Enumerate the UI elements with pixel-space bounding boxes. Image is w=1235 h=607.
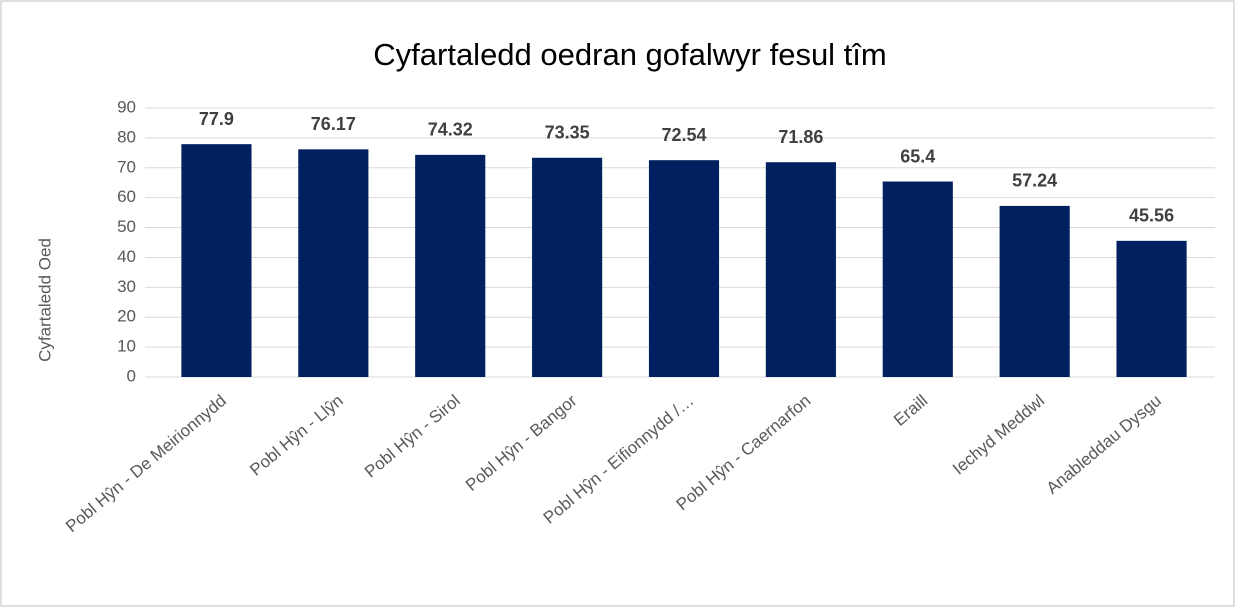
y-tick-label: 0 (127, 366, 136, 385)
bar (415, 154, 486, 377)
value-label: 57.24 (1012, 171, 1057, 191)
bar (1116, 240, 1187, 377)
y-tick-label: 90 (117, 97, 136, 116)
bar (532, 157, 603, 377)
y-tick-label: 80 (117, 127, 136, 146)
chart-title: Cyfartaledd oedran gofalwyr fesul tîm (373, 37, 886, 72)
value-label: 74.32 (428, 120, 473, 140)
y-tick-label: 10 (117, 337, 136, 356)
bar (648, 160, 720, 377)
value-label: 65.4 (900, 146, 935, 166)
value-label: 71.86 (778, 127, 823, 147)
value-label: 77.9 (199, 109, 234, 129)
bar (765, 162, 836, 377)
value-label: 73.35 (545, 123, 590, 143)
y-tick-label: 30 (117, 277, 136, 296)
bar (298, 149, 369, 377)
y-tick-label: 60 (117, 187, 136, 206)
bar (999, 205, 1070, 377)
bar (882, 181, 953, 377)
y-tick-label: 50 (117, 217, 136, 236)
y-tick-label: 70 (117, 157, 136, 176)
value-label: 45.56 (1129, 206, 1174, 226)
y-tick-label: 20 (117, 307, 136, 326)
value-label: 72.54 (661, 125, 706, 145)
value-label: 76.17 (311, 114, 356, 134)
y-axis-label: Cyfartaledd Oed (35, 238, 54, 362)
y-tick-label: 40 (117, 247, 136, 266)
bar (181, 144, 252, 377)
